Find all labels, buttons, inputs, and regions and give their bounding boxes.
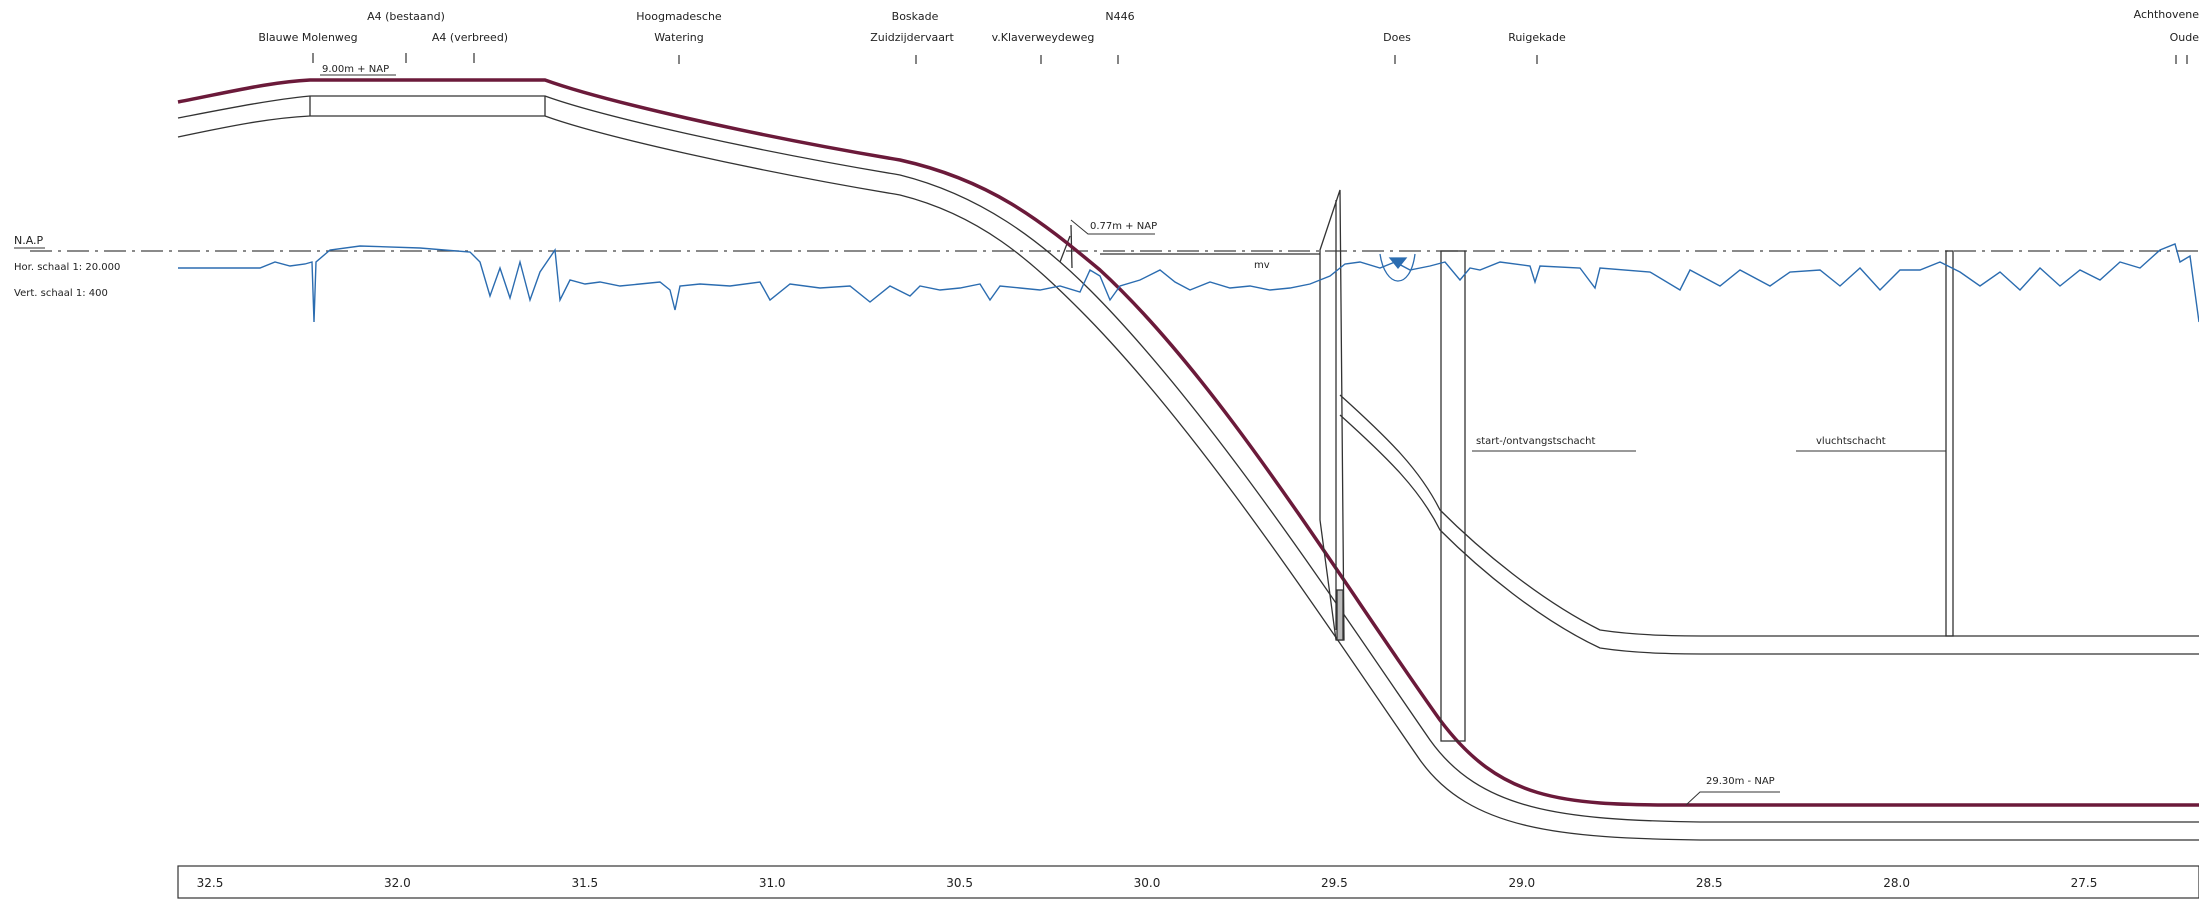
water-level-symbol <box>1379 253 1416 282</box>
axis-tick-label: 32.5 <box>197 876 224 890</box>
axis-tick-label: 27.5 <box>2071 876 2098 890</box>
location-label-boskade: Boskade <box>892 10 939 23</box>
location-label-a4-verbreed: A4 (verbreed) <box>432 31 508 44</box>
axis-ticks: 32.5 32.0 31.5 31.0 30.5 30.0 29.5 29.0 28.5 28.0… <box>197 876 2098 890</box>
mv-label: mv <box>1254 260 1270 271</box>
tunnel-alignment-line <box>177 78 2199 807</box>
mid-level-label: 0.77m + NAP <box>1090 221 1157 232</box>
location-label-oude: Oude <box>2170 31 2199 44</box>
location-markers <box>312 53 2188 64</box>
escape-shaft <box>1945 250 1954 637</box>
vertical-scale-label: Vert. schaal 1: 400 <box>14 288 108 299</box>
chainage-axis: 32.5 32.0 31.5 31.0 30.5 30.0 29.5 29.0 28.5 28.0… <box>177 865 2199 899</box>
location-label-hoogmadesche: Hoogmadesche <box>636 10 722 23</box>
location-label-n446: N446 <box>1105 10 1134 23</box>
location-label-v-klaverweydeweg: v.Klaverweydeweg <box>992 31 1095 44</box>
axis-tick-label: 28.5 <box>1696 876 1723 890</box>
location-label-achthovene: Achthovene <box>2134 8 2199 21</box>
location-label-watering: Watering <box>654 31 704 44</box>
location-label-zuidzijdervaart: Zuidzijdervaart <box>870 31 954 44</box>
top-level-label: 9.00m + NAP <box>322 64 389 75</box>
shaft-branch <box>1339 394 2199 655</box>
axis-tick-label: 31.5 <box>571 876 598 890</box>
axis-tick-label: 29.5 <box>1321 876 1348 890</box>
location-label-blauwe-molenweg: Blauwe Molenweg <box>258 31 357 44</box>
axis-tick-label: 29.0 <box>1508 876 1535 890</box>
escape-shaft-label: vluchtschacht <box>1816 436 1886 447</box>
location-labels: A4 (bestaand) Blauwe Molenweg A4 (verbre… <box>258 8 2199 44</box>
location-label-does: Does <box>1383 31 1411 44</box>
start-shaft-label: start-/ontvangstschacht <box>1476 436 1596 447</box>
axis-tick-label: 28.0 <box>1883 876 1910 890</box>
location-label-ruigekade: Ruigekade <box>1508 31 1566 44</box>
level-annotations: 9.00m + NAP 0.77m + NAP mv 29.30m - NAP … <box>320 64 1946 806</box>
axis-tick-label: 31.0 <box>759 876 786 890</box>
nap-label: N.A.P <box>14 234 44 247</box>
tunnel-structure <box>177 95 2199 841</box>
start-shaft <box>1440 250 1466 742</box>
axis-tick-label: 30.0 <box>1134 876 1161 890</box>
horizontal-scale-label: Hor. schaal 1: 20.000 <box>14 262 120 273</box>
scale-legend: N.A.P Hor. schaal 1: 20.000 Vert. schaal… <box>14 234 120 299</box>
tunnel-lower-outline <box>177 115 2199 841</box>
axis-tick-label: 32.0 <box>384 876 411 890</box>
tunnel-upper-outline <box>177 95 2199 823</box>
ground-level-line <box>178 243 2199 323</box>
location-label-a4-bestaand: A4 (bestaand) <box>367 10 445 23</box>
axis-tick-label: 30.5 <box>946 876 973 890</box>
axis-frame <box>177 865 2199 899</box>
bottom-level-label: 29.30m - NAP <box>1706 776 1775 787</box>
